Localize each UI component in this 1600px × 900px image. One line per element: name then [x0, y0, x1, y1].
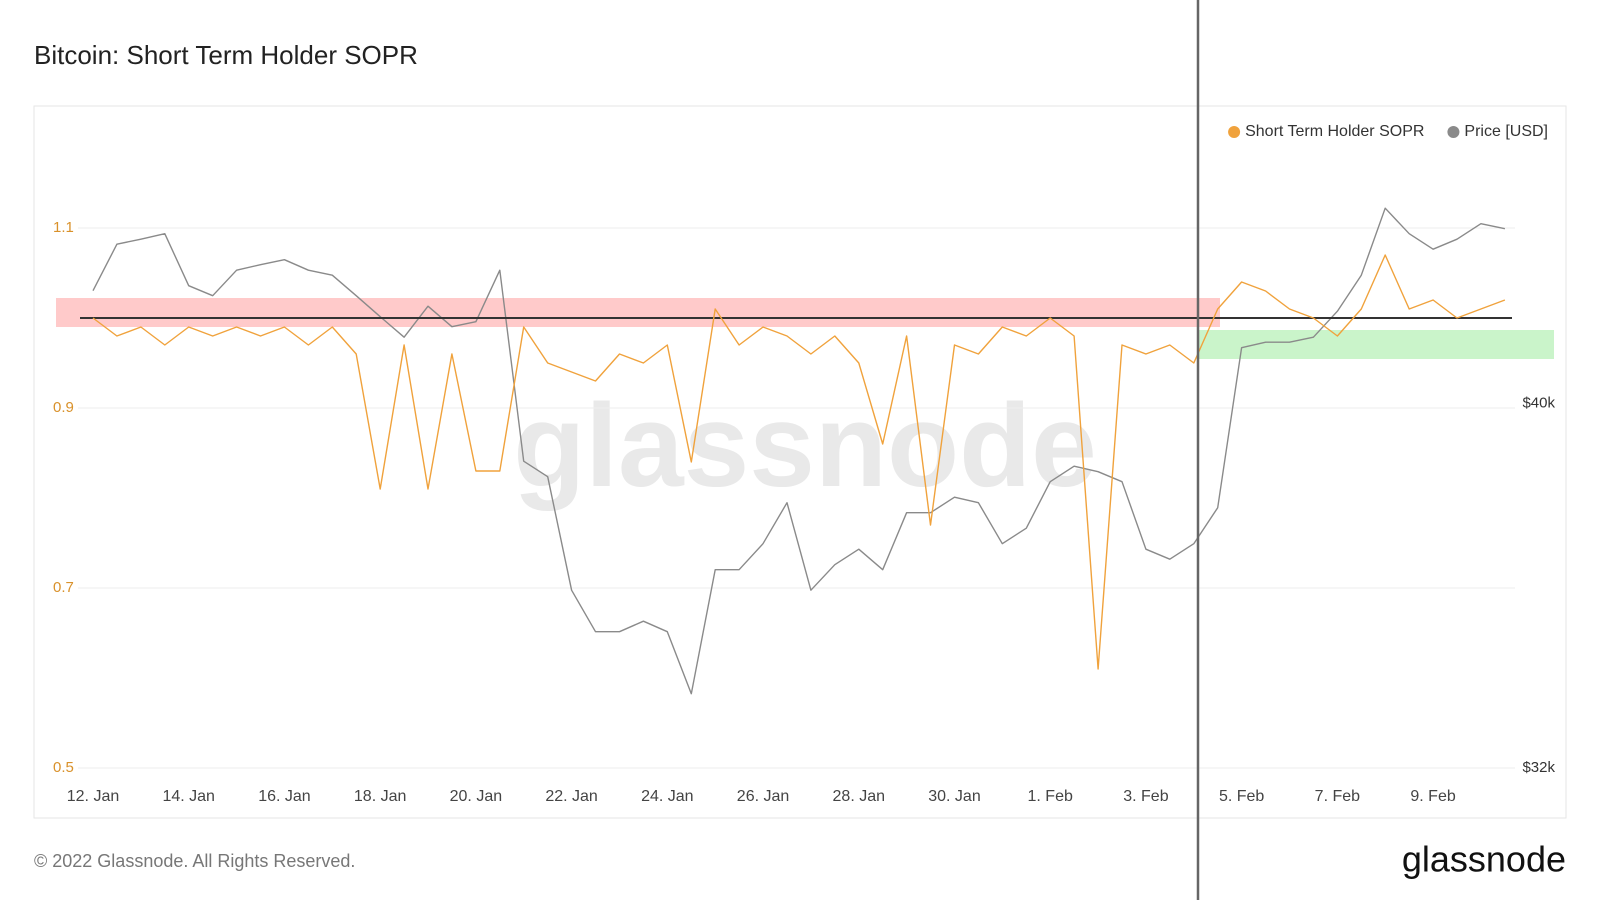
x-tick-label: 7. Feb	[1315, 788, 1360, 805]
y-tick-label: 0.9	[53, 399, 74, 416]
legend-marker	[1228, 126, 1241, 138]
x-tick-label: 3. Feb	[1123, 788, 1168, 805]
legend-marker	[1447, 126, 1460, 138]
y-tick-label: 0.5	[53, 759, 74, 776]
watermark: glassnode	[513, 380, 1097, 512]
x-tick-label: 28. Jan	[833, 788, 885, 805]
x-tick-label: 20. Jan	[450, 788, 502, 805]
red-band	[56, 298, 1220, 327]
y2-tick-label: $32k	[1522, 759, 1555, 776]
x-tick-label: 12. Jan	[67, 788, 119, 805]
x-tick-label: 18. Jan	[354, 788, 406, 805]
legend-label: Short Term Holder SOPR	[1245, 123, 1424, 140]
x-tick-label: 22. Jan	[545, 788, 597, 805]
x-tick-label: 5. Feb	[1219, 788, 1264, 805]
plot-frame	[33, 105, 1567, 819]
x-tick-label: 26. Jan	[737, 788, 789, 805]
x-tick-label: 9. Feb	[1410, 788, 1455, 805]
x-tick-label: 1. Feb	[1028, 788, 1073, 805]
legend-label: Price [USD]	[1464, 123, 1548, 140]
logo: glassnode	[1402, 839, 1566, 880]
x-tick-label: 16. Jan	[258, 788, 310, 805]
series-line	[92, 254, 1506, 670]
y-tick-label: 0.7	[53, 579, 74, 596]
x-tick-label: 24. Jan	[641, 788, 693, 805]
y-tick-label: 1.1	[53, 219, 74, 236]
y2-tick-label: $40k	[1522, 394, 1555, 411]
x-tick-label: 14. Jan	[162, 788, 214, 805]
plot-layer: 0.5 0.7 0.9 1.1 $32k $40k 12. Jan 14. Jan 16. Ja…	[53, 123, 1556, 805]
x-tick-label: 30. Jan	[928, 788, 980, 805]
chart-title: Bitcoin: Short Term Holder SOPR	[34, 40, 418, 70]
green-band	[1198, 330, 1554, 359]
copyright: © 2022 Glassnode. All Rights Reserved.	[34, 851, 355, 871]
series-line	[92, 207, 1506, 695]
